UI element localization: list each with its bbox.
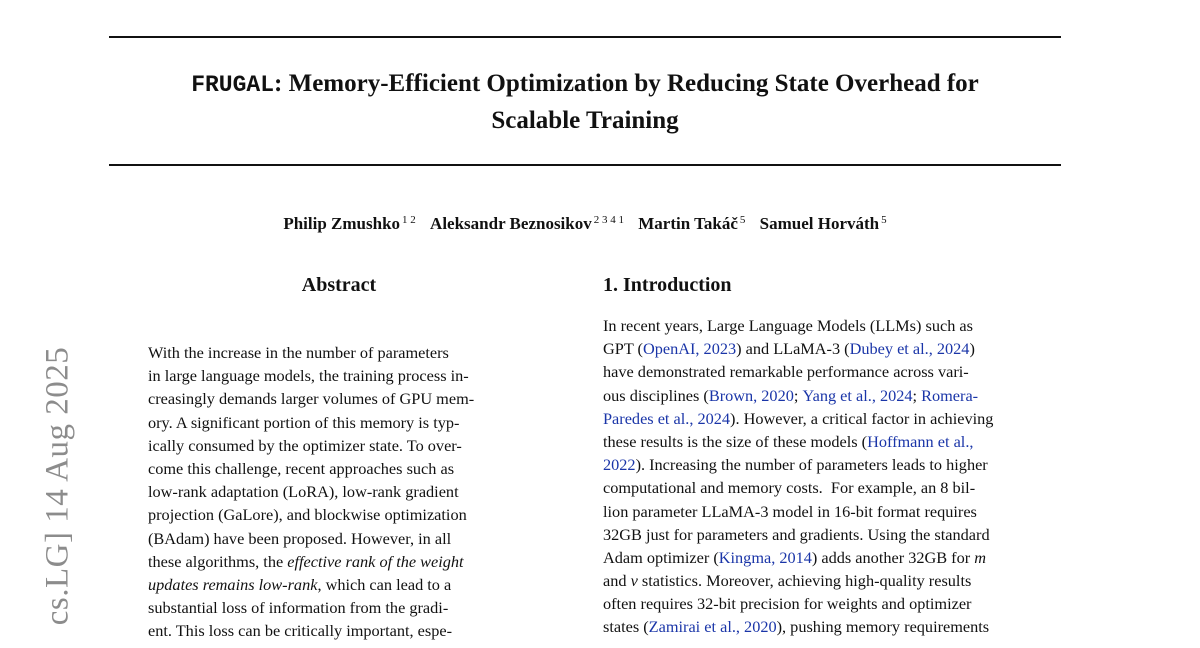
abstract-heading: Abstract — [301, 274, 377, 296]
text-line: these results is the size of these model… — [603, 430, 1035, 453]
line-text: lion parameter LLaMA-3 model in 16-bit f… — [603, 501, 977, 521]
citation-link[interactable]: Kingma, 2014 — [718, 547, 812, 567]
text-line: 2022). Increasing the number of paramete… — [603, 453, 1035, 476]
text-line: and v statistics. Moreover, achieving hi… — [603, 569, 1035, 592]
text-line: projection (GaLore), and blockwise optim… — [148, 503, 530, 526]
author: Aleksandr Beznosikov 2 3 4 1 — [430, 214, 624, 233]
line-text: ; — [793, 385, 803, 405]
text-line: GPT (OpenAI, 2023) and LLaMA-3 (Dubey et… — [603, 337, 1035, 360]
title-acronym: FRUGAL — [191, 72, 275, 98]
line-text: ) — [969, 339, 975, 359]
text-line: have demonstrated remarkable performance… — [603, 360, 1035, 383]
text-line: ent. This loss can be critically importa… — [148, 619, 530, 642]
author-affiliation: 1 2 — [402, 214, 416, 226]
author-affiliation: 2 3 4 1 — [593, 214, 624, 226]
line-text: these results is the size of these model… — [603, 431, 868, 451]
text-line: 32GB just for parameters and gradients. … — [603, 523, 1035, 546]
line-text: ically consumed by the optimizer state. … — [148, 435, 462, 455]
citation-link[interactable]: Zamirai et al., 2020 — [648, 617, 777, 637]
text-line: states (Zamirai et al., 2020), pushing m… — [603, 615, 1035, 638]
author: Philip Zmushko 1 2 — [283, 214, 415, 233]
title-text: : Memory-Efficient Optimization by Reduc… — [274, 70, 979, 97]
line-text: low-rank adaptation (LoRA), low-rank gra… — [148, 482, 459, 502]
arxiv-stamp: cs.LG] 14 Aug 2025 — [39, 346, 76, 626]
text-line: (BAdam) have been proposed. However, in … — [148, 527, 530, 550]
line-text: states ( — [603, 617, 649, 637]
text-line: Adam optimizer (Kingma, 2014) adds anoth… — [603, 546, 1035, 569]
line-text: projection (GaLore), and blockwise optim… — [148, 505, 467, 525]
citation-link[interactable]: Romera- — [921, 385, 979, 405]
text-line: low-rank adaptation (LoRA), low-rank gra… — [148, 480, 530, 503]
author: Martin Takáč 5 — [638, 214, 745, 233]
line-text: 32GB just for parameters and gradients. … — [603, 524, 990, 544]
citation-link[interactable]: Paredes et al., 2024 — [603, 408, 731, 428]
line-text: and — [603, 571, 631, 591]
line-text: ory. A significant portion of this memor… — [148, 412, 460, 432]
emphasis-text: effective rank of the weight — [287, 551, 464, 571]
text-line: ous disciplines (Brown, 2020; Yang et al… — [603, 384, 1035, 407]
line-text: come this challenge, recent approaches s… — [148, 458, 455, 478]
line-text: computational and memory costs. For exam… — [603, 478, 976, 498]
text-line: these algorithms, the effective rank of … — [148, 550, 530, 573]
author-name: Philip Zmushko — [283, 214, 401, 233]
line-text: often requires 32-bit precision for weig… — [603, 594, 972, 614]
author: Samuel Horváth 5 — [760, 214, 887, 233]
citation-link[interactable]: Yang et al., 2024 — [802, 385, 913, 405]
emphasis-text: updates remains low-rank — [148, 574, 318, 594]
line-text: statistics. Moreover, achieving high-qua… — [637, 571, 972, 591]
citation-link[interactable]: OpenAI, 2023 — [642, 339, 737, 359]
author-name: Samuel Horváth — [759, 214, 880, 233]
line-text: In recent years, Large Language Models (… — [603, 316, 973, 335]
line-text: ent. This loss can be critically importa… — [148, 621, 452, 641]
author-name: Aleksandr Beznosikov — [430, 214, 592, 233]
line-text: creasingly demands larger volumes of GPU… — [148, 389, 475, 409]
title-line-2: Scalable Training — [491, 107, 679, 134]
text-line: lion parameter LLaMA-3 model in 16-bit f… — [603, 500, 1035, 523]
text-line: creasingly demands larger volumes of GPU… — [148, 387, 530, 410]
line-text: ). However, a critical factor in achievi… — [730, 408, 994, 428]
citation-link[interactable]: Hoffmann et al., — [867, 431, 974, 451]
line-text: ). Increasing the number of parameters l… — [635, 455, 988, 475]
bottom-rule — [109, 164, 1061, 166]
text-line: Paredes et al., 2024). However, a critic… — [603, 407, 1035, 430]
text-line: In recent years, Large Language Models (… — [603, 314, 1035, 337]
text-line: often requires 32-bit precision for weig… — [603, 592, 1035, 615]
top-rule — [109, 36, 1061, 38]
text-line: substantial loss of information from the… — [148, 596, 530, 619]
text-line: ory. A significant portion of this memor… — [148, 411, 530, 434]
math-symbol: m — [974, 547, 986, 567]
section-heading-introduction: 1. Introduction — [603, 274, 732, 296]
citation-link[interactable]: 2022 — [603, 455, 636, 475]
citation-link[interactable]: Dubey et al., 2024 — [849, 339, 970, 359]
line-text: , which can lead to a — [317, 574, 452, 594]
text-line: computational and memory costs. For exam… — [603, 476, 1035, 499]
author-name: Martin Takáč — [638, 214, 738, 233]
line-text: Adam optimizer ( — [603, 547, 719, 567]
line-text: GPT ( — [603, 339, 643, 359]
text-line: With the increase in the number of param… — [148, 341, 530, 364]
text-line: come this challenge, recent approaches s… — [148, 457, 530, 480]
line-text: ) and LLaMA-3 ( — [736, 339, 850, 359]
line-text: ous disciplines ( — [603, 385, 709, 405]
text-line: in large language models, the training p… — [148, 364, 530, 387]
introduction-body: In recent years, Large Language Models (… — [603, 314, 1035, 639]
author-list: Philip Zmushko 1 2 Aleksandr Beznosikov 2 … — [109, 208, 1061, 236]
abstract-body: With the increase in the number of param… — [148, 341, 530, 642]
line-text: substantial loss of information from the… — [148, 598, 449, 618]
author-affiliation: 5 — [881, 214, 887, 226]
line-text: ; — [912, 385, 922, 405]
line-text: (BAdam) have been proposed. However, in … — [148, 528, 452, 548]
line-text: With the increase in the number of param… — [148, 343, 449, 362]
citation-link[interactable]: Brown, 2020 — [708, 385, 794, 405]
line-text: have demonstrated remarkable performance… — [603, 362, 969, 382]
paper-title: FRUGAL: Memory-Efficient Optimization by… — [109, 66, 1061, 138]
author-affiliation: 5 — [739, 214, 746, 226]
line-text: ) adds another 32GB for — [811, 547, 975, 567]
line-text: these algorithms, the — [148, 551, 288, 571]
text-line: ically consumed by the optimizer state. … — [148, 434, 530, 457]
text-line: updates remains low-rank, which can lead… — [148, 573, 530, 596]
math-symbol: v — [630, 571, 638, 591]
line-text: in large language models, the training p… — [148, 366, 469, 386]
line-text: ), pushing memory requirements — [776, 617, 990, 637]
